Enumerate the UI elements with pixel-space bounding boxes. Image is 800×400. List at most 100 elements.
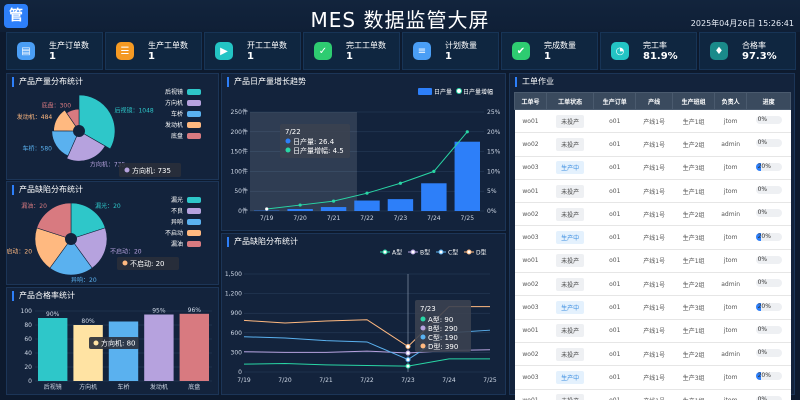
cell-progress: 20% [746, 156, 791, 180]
y-tick-label: 250件 [231, 108, 248, 116]
x-tick-label: 方向机 [79, 383, 97, 391]
column-header: 工单状态 [546, 92, 595, 110]
tooltip-box [415, 300, 471, 352]
data-label: 96% [188, 307, 202, 314]
data-label: 95% [152, 308, 166, 315]
cell-owner: jtom [714, 156, 747, 180]
status-badge: 生产中 [556, 370, 585, 384]
cell-order: o01 [593, 179, 636, 204]
line-point [398, 181, 403, 185]
slice-label: 不启动：20 [7, 248, 32, 256]
tooltip-text: 方向机: 735 [132, 166, 171, 175]
cell-line: 产线1号 [635, 202, 673, 227]
table-row[interactable]: wo02 未投产 o01 产线1号 生产2组 admin 0% [514, 202, 791, 227]
slice-label: 后视镜：1048 [114, 106, 153, 114]
cell-team: 生产3组 [672, 156, 715, 180]
cell-team: 生产3组 [672, 295, 715, 320]
app-logo: 管 [4, 4, 28, 28]
status-badge: 未投产 [556, 324, 585, 338]
progress-bar: 0% [755, 116, 782, 125]
kpi-value: 1 [544, 51, 551, 62]
legend-swatch [382, 249, 388, 255]
qualified-icon: ♦ [710, 42, 728, 60]
bar [144, 314, 174, 381]
legend-label: A型 [392, 249, 402, 257]
table-row[interactable]: wo03 生产中 o01 产线1号 生产3组 jtom 20% [514, 365, 791, 390]
kpi-value: 1 [148, 51, 155, 62]
bar [73, 325, 103, 381]
legend-label: C型 [448, 249, 458, 257]
cell-progress: 0% [746, 389, 791, 400]
line-point [405, 357, 411, 363]
tooltip-box [119, 163, 181, 177]
cell-line: 产线1号 [635, 319, 673, 343]
cell-line: 产线1号 [635, 225, 673, 250]
y-tick-label: 0 [238, 369, 242, 376]
progress-fill [755, 232, 761, 241]
column-header: 生产订单 [593, 92, 637, 110]
line-point [405, 363, 411, 369]
table-row[interactable]: wo03 生产中 o01 产线1号 生产3组 jtom 20% [514, 225, 791, 250]
cell-order: o01 [593, 319, 636, 343]
y-tick-label: 300 [231, 349, 243, 356]
table-row[interactable]: wo02 未投产 o01 产线1号 生产2组 admin 0% [514, 342, 791, 367]
kpi-label: 开工工单数 [247, 41, 287, 50]
kpi-text: 生产工单数 1 [148, 40, 188, 62]
tooltip-dot [420, 334, 426, 340]
tooltip-dot [420, 325, 426, 331]
tooltip-box [117, 257, 179, 270]
table-row[interactable]: wo02 未投产 o01 产线1号 生产2组 admin 0% [514, 132, 791, 157]
x-tick-label: 7/20 [278, 377, 292, 384]
cell-workorder-no: wo03 [514, 295, 547, 320]
cell-order: o01 [593, 365, 636, 390]
bar [320, 207, 347, 211]
y-tick-label: 40 [24, 350, 32, 357]
legend-label: 不启动 [165, 229, 183, 237]
column-header: 进度 [746, 92, 791, 110]
status-badge: 未投产 [556, 394, 585, 400]
pie-slice [70, 227, 108, 269]
table-row[interactable]: wo03 生产中 o01 产线1号 生产3组 jtom 20% [514, 156, 791, 180]
line-point [405, 344, 411, 350]
table-header-row: 工单号 工单状态 生产订单 产线 生产班组 负责人 进度 [513, 92, 791, 110]
progress-label: 0% [757, 186, 768, 194]
cell-owner: jtom [714, 365, 747, 390]
progress-bar: 20% [755, 162, 782, 171]
progress-fill [755, 162, 761, 171]
workorder-panel: 工单作业 工单号 工单状态 生产订单 产线 生产班组 负责人 进度 wo01 未投产 o01 产线… [509, 73, 795, 400]
y2-tick-label: 0% [487, 208, 497, 215]
y-tick-label: 150件 [231, 148, 248, 156]
table-row[interactable]: wo03 生产中 o01 产线1号 生产3组 jtom 20% [514, 295, 791, 320]
table-row[interactable]: wo02 未投产 o01 产线1号 生产2组 admin 0% [514, 272, 791, 297]
cell-status: 未投产 [546, 202, 594, 227]
x-tick-label: 7/21 [327, 215, 341, 222]
pie-hole [73, 125, 85, 137]
kpi-text: 完工率 81.9% [643, 40, 678, 62]
cell-line: 产线1号 [635, 342, 673, 367]
cell-workorder-no: wo02 [514, 132, 547, 157]
legend-swatch [187, 241, 201, 247]
y-tick-label: 1,200 [225, 291, 242, 298]
cell-status: 未投产 [546, 342, 594, 367]
kpi-value: 1 [445, 51, 452, 62]
kpi-value: 97.3% [742, 51, 777, 62]
cell-team: 生产2组 [672, 202, 715, 227]
kpi-label: 完工工单数 [346, 41, 386, 50]
status-badge: 生产中 [556, 161, 585, 175]
cell-workorder-no: wo03 [514, 156, 547, 180]
cell-order: o01 [593, 109, 636, 134]
page-title: MES 数据监管大屏 [310, 8, 490, 32]
tooltip-dot [124, 167, 130, 173]
progress-bar: 0% [755, 395, 782, 400]
cell-team: 生产1组 [672, 319, 715, 343]
qualified-bar-chart: 0 20 40 60 80 100 90% 后视镜 80% 方向机 车桥 95% 发动机 96% 底盘 方向机… [21, 307, 212, 391]
pie-slice [51, 130, 80, 157]
status-badge: 未投产 [556, 137, 585, 151]
legend-label: 日产量 [434, 88, 452, 96]
cell-team: 生产3组 [672, 365, 715, 390]
